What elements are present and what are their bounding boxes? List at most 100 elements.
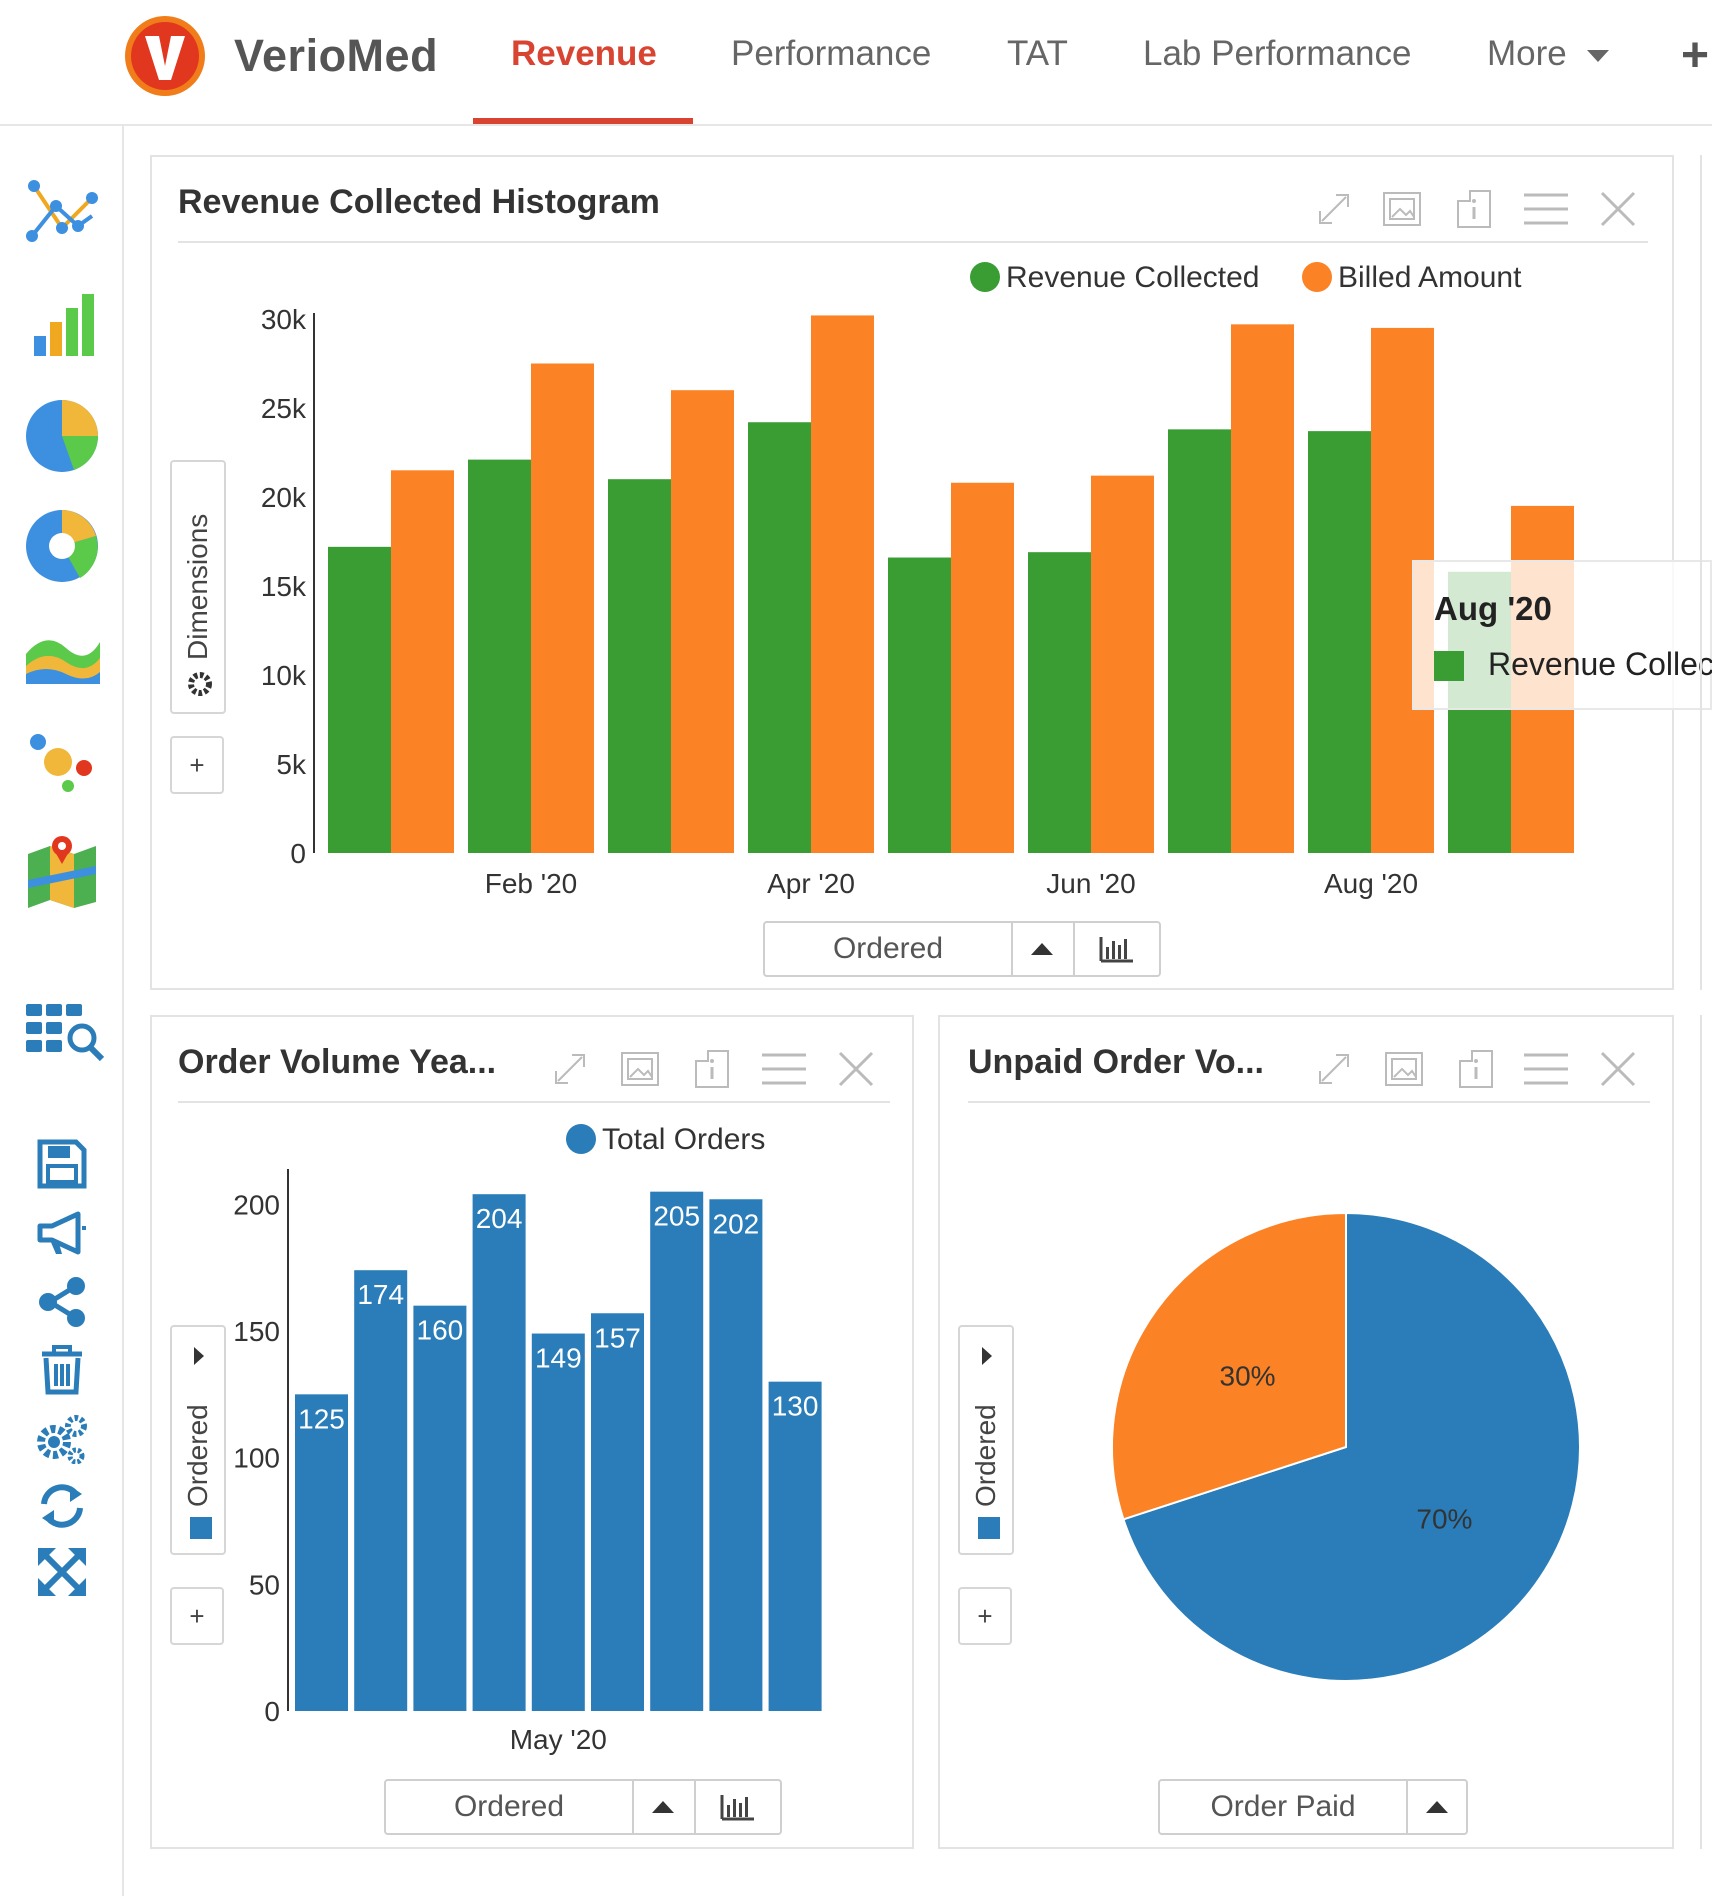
tab-revenue[interactable]: Revenue [511, 34, 657, 73]
line-chart-icon[interactable] [22, 176, 102, 256]
chevron-down-icon[interactable] [1587, 50, 1609, 64]
tooltip-series-label: Revenue Collected [1488, 646, 1712, 682]
bar-value-label: 125 [298, 1403, 345, 1434]
chart-type-icon[interactable] [1099, 935, 1135, 963]
chevron-right-icon[interactable] [192, 1345, 206, 1367]
bar-billed-amount[interactable] [671, 390, 734, 853]
close-icon[interactable] [1596, 1047, 1640, 1091]
announce-icon[interactable] [36, 1208, 88, 1260]
settings-icon[interactable] [36, 1412, 88, 1465]
sort-ascending-icon[interactable] [652, 1799, 674, 1813]
menu-icon[interactable] [762, 1047, 806, 1091]
maximize-icon[interactable] [548, 1047, 592, 1091]
menu-icon[interactable] [1524, 187, 1568, 231]
bar-revenue-collected[interactable] [468, 459, 531, 853]
bar-total-orders[interactable] [354, 1270, 408, 1711]
offscreen-panel-edge [1700, 1015, 1712, 1849]
add-dimension-button[interactable]: + [170, 736, 224, 794]
image-export-icon[interactable] [1380, 187, 1424, 231]
series-color-swatch [190, 1517, 212, 1539]
delete-icon[interactable] [36, 1344, 88, 1396]
bar-total-orders[interactable] [472, 1194, 526, 1711]
bar-revenue-collected[interactable] [1308, 431, 1371, 853]
tab-more[interactable]: More [1487, 34, 1567, 73]
pie-slice-label: 30% [1220, 1360, 1276, 1391]
chart-type-icon[interactable] [720, 1793, 756, 1821]
dashboard-search-icon[interactable] [26, 1002, 106, 1062]
bar-revenue-collected[interactable] [608, 479, 671, 853]
pie-slice[interactable] [1111, 1211, 1347, 1521]
image-export-icon[interactable] [1382, 1047, 1426, 1091]
dimensions-side-tab[interactable]: Dimensions [170, 460, 226, 714]
close-icon[interactable] [834, 1047, 878, 1091]
bar-billed-amount[interactable] [1091, 475, 1154, 853]
bar-revenue-collected[interactable] [748, 422, 811, 853]
legend-billed-amount[interactable]: Billed Amount [1302, 261, 1521, 295]
map-icon[interactable] [22, 830, 102, 910]
bar-billed-amount[interactable] [531, 363, 594, 854]
image-export-icon[interactable] [618, 1047, 662, 1091]
ordered-side-tab[interactable]: Ordered [170, 1325, 226, 1555]
bar-billed-amount[interactable] [951, 482, 1014, 853]
bar-revenue-collected[interactable] [1028, 552, 1091, 853]
close-icon[interactable] [1596, 187, 1640, 231]
bar-chart-icon[interactable] [22, 286, 102, 366]
panel-divider [968, 1101, 1650, 1103]
top-navigation-bar: VerioMed Revenue Performance TAT Lab Per… [0, 0, 1712, 126]
y-tick-label: 5k [276, 749, 307, 780]
bar-billed-amount[interactable] [1231, 324, 1294, 854]
legend-total-orders[interactable]: Total Orders [566, 1123, 765, 1157]
bar-total-orders[interactable] [295, 1394, 348, 1711]
info-icon[interactable] [1452, 187, 1496, 231]
y-tick-label: 0 [264, 1696, 280, 1727]
y-tick-label: 10k [261, 660, 307, 691]
legend-dot-orange [1302, 262, 1332, 292]
donut-chart-icon[interactable] [22, 504, 102, 584]
sort-field-select[interactable]: Order Paid [1210, 1790, 1356, 1823]
tab-performance[interactable]: Performance [731, 34, 932, 73]
sort-control: Ordered [763, 921, 1161, 977]
bar-value-label: 157 [594, 1322, 641, 1353]
info-icon[interactable] [690, 1047, 734, 1091]
bar-total-orders[interactable] [768, 1381, 822, 1711]
ordered-side-tab[interactable]: Ordered [958, 1325, 1014, 1555]
expand-icon[interactable] [36, 1546, 88, 1598]
tab-lab-performance[interactable]: Lab Performance [1143, 34, 1412, 73]
legend-revenue-collected[interactable]: Revenue Collected [970, 261, 1260, 295]
menu-icon[interactable] [1524, 1047, 1568, 1091]
plus-icon[interactable]: + [1681, 29, 1710, 82]
maximize-icon[interactable] [1312, 187, 1356, 231]
tab-tat[interactable]: TAT [1007, 34, 1068, 73]
save-icon[interactable] [36, 1138, 88, 1190]
order-volume-panel: Order Volume Yea... Total Orders 0 50 100 1… [150, 1015, 914, 1849]
sort-ascending-icon[interactable] [1031, 941, 1053, 955]
bar-total-orders[interactable] [531, 1333, 585, 1711]
sort-control: Order Paid [1158, 1779, 1468, 1835]
bubble-chart-icon[interactable] [22, 724, 102, 804]
pie-slice[interactable] [1122, 1211, 1581, 1682]
bar-revenue-collected[interactable] [1168, 429, 1231, 853]
add-dimension-button[interactable]: + [170, 1587, 224, 1645]
bar-total-orders[interactable] [709, 1199, 763, 1711]
bar-total-orders[interactable] [650, 1191, 704, 1711]
area-chart-icon[interactable] [22, 614, 102, 694]
sort-ascending-icon[interactable] [1426, 1799, 1448, 1813]
unpaid-order-panel: Unpaid Order Vo... 70% 30% Ordered + Orde… [938, 1015, 1674, 1849]
add-dimension-button[interactable]: + [958, 1587, 1012, 1645]
sort-field-select[interactable]: Ordered [453, 1790, 565, 1823]
sort-field-select[interactable]: Ordered [832, 932, 944, 965]
brand-name: VerioMed [234, 30, 439, 81]
share-icon[interactable] [36, 1276, 88, 1328]
bar-value-label: 174 [357, 1279, 404, 1310]
bar-total-orders[interactable] [591, 1313, 644, 1711]
bar-billed-amount[interactable] [811, 315, 874, 853]
maximize-icon[interactable] [1312, 1047, 1356, 1091]
pie-chart-icon[interactable] [22, 394, 102, 474]
bar-billed-amount[interactable] [391, 470, 454, 853]
bar-revenue-collected[interactable] [888, 557, 951, 853]
refresh-icon[interactable] [36, 1480, 88, 1532]
info-icon[interactable] [1454, 1047, 1498, 1091]
bar-total-orders[interactable] [413, 1305, 467, 1711]
chevron-right-icon[interactable] [980, 1345, 994, 1367]
bar-revenue-collected[interactable] [328, 546, 391, 853]
